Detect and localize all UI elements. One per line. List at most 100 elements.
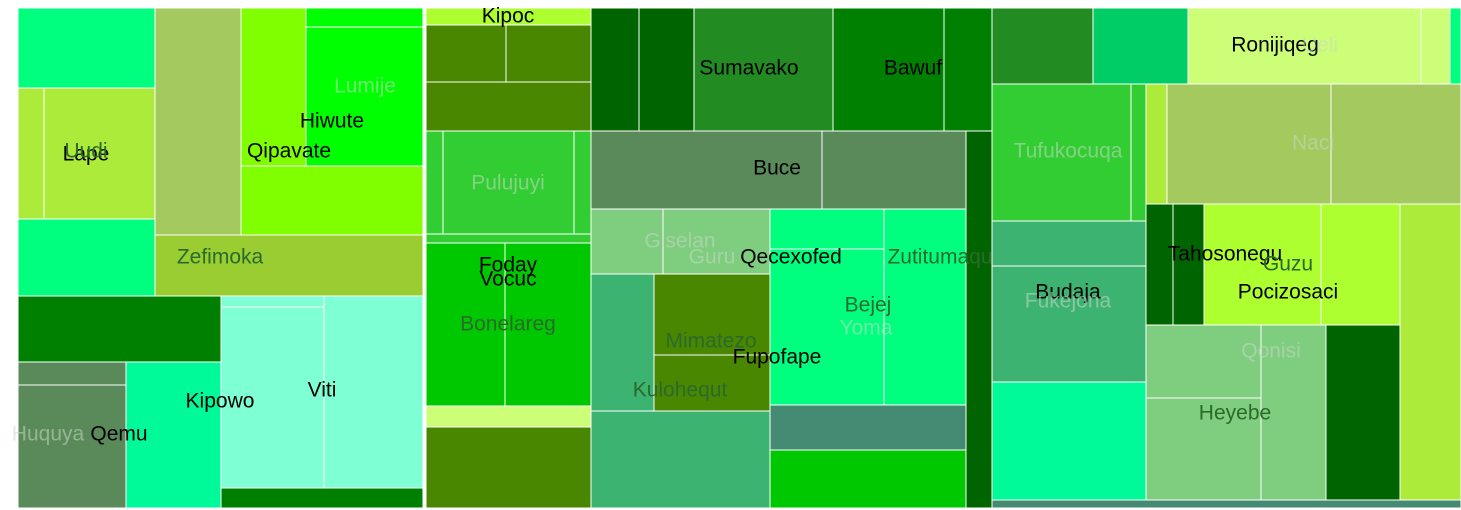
tile-label-pocizosaci: Pocizosaci — [1238, 281, 1338, 304]
treemap-tile — [240, 165, 424, 236]
treemap-tile — [17, 361, 127, 386]
treemap-tile — [590, 130, 823, 210]
tile-label-vocuc: Vocuc — [479, 268, 536, 291]
tile-label-heyebe: Heyebe — [1199, 402, 1271, 425]
treemap-tile — [590, 208, 664, 275]
treemap-tile — [769, 208, 885, 250]
treemap-tile — [991, 499, 1461, 509]
treemap-tile — [1420, 7, 1451, 85]
treemap-tile — [943, 7, 993, 132]
tile-label-lape: Lape — [63, 143, 110, 166]
treemap-tile — [323, 295, 424, 489]
tile-label-huquya: Huquya — [12, 423, 85, 446]
tile-label-budaja: Budaja — [1035, 281, 1101, 304]
tile-label-uudi: Uudi — [64, 140, 107, 163]
treemap-tile — [305, 7, 424, 28]
treemap-tile — [590, 410, 771, 509]
treemap-tile — [17, 7, 156, 89]
tile-label-mimatezo: Mimatezo — [665, 330, 756, 353]
tile-label-sumavako: Sumavako — [699, 57, 798, 80]
treemap-tile — [1320, 203, 1401, 326]
treemap-tile — [1130, 83, 1147, 222]
treemap-tile — [1187, 7, 1422, 85]
tile-label-kipowo: Kipowo — [186, 390, 255, 413]
treemap-tile — [43, 87, 156, 220]
treemap-tile — [154, 7, 242, 236]
treemap-tile — [590, 7, 640, 132]
tile-label-bonelareg: Bonelareg — [460, 313, 556, 336]
treemap-labels: Lape Zefimoka Hiwute Lumije Qipavate Uudi Qemu… — [12, 5, 1338, 446]
treemap-tile — [425, 130, 444, 235]
tile-label-qemu: Qemu — [90, 423, 147, 446]
tile-label-guzu: Guzu — [1263, 253, 1313, 276]
treemap-tile — [769, 248, 885, 406]
treemap-tile — [17, 218, 156, 297]
treemap-tile — [573, 130, 592, 235]
treemap-tile — [991, 381, 1147, 503]
treemap-tile — [425, 233, 592, 244]
treemap-tile — [653, 273, 771, 356]
tile-label-viti: Viti — [308, 379, 337, 402]
tile-label-kipoc: Kipoc — [482, 5, 535, 28]
treemap-tile — [1166, 83, 1332, 205]
treemap-tile — [693, 7, 834, 132]
tile-label-zutitumaqu: Zutitumaqu — [887, 246, 992, 269]
tile-label-buce: Buce — [753, 157, 801, 180]
treemap-tile — [220, 295, 325, 308]
tile-label-bejej: Bejej — [845, 294, 892, 317]
treemap-tile — [425, 405, 592, 428]
treemap-tile — [769, 404, 967, 451]
treemap-tile — [883, 208, 967, 406]
treemap-tile — [425, 81, 592, 132]
tile-label-kulohequt: Kulohequt — [633, 379, 728, 402]
treemap-tile — [1260, 324, 1327, 501]
tile-label-giselan: Giselan — [644, 230, 715, 253]
treemap-tile — [125, 361, 222, 509]
treemap-tile — [1330, 83, 1461, 205]
treemap-tile — [1203, 203, 1322, 326]
treemap-tile — [1145, 83, 1168, 205]
tile-label-ueli: Ueli — [1302, 34, 1338, 57]
treemap-tile — [220, 487, 424, 509]
tile-label-fukejona: Fukejona — [1025, 290, 1112, 313]
tile-label-pulujuyi: Pulujuyi — [471, 172, 545, 195]
treemap-tile — [442, 130, 575, 235]
tile-label-hiwute: Hiwute — [300, 110, 364, 133]
treemap-tile — [1092, 7, 1189, 85]
treemap-tile — [1449, 7, 1461, 85]
tile-label-bawuf: Bawuf — [884, 57, 943, 80]
treemap-tile — [1325, 324, 1401, 501]
tile-label-tufukocuqa: Tufukocuqa — [1014, 140, 1123, 163]
treemap-tile — [17, 384, 127, 509]
tile-label-qonisi: Qonisi — [1241, 340, 1301, 363]
treemap-tile — [638, 7, 695, 132]
treemap-tile — [154, 234, 424, 297]
treemap-tile — [991, 220, 1147, 267]
treemap-tile — [1399, 203, 1461, 501]
treemap-tile — [662, 208, 771, 275]
treemap-tile — [17, 295, 222, 363]
tile-label-tahosonegu: Tahosonegu — [1168, 243, 1282, 266]
tile-label-qipavate: Qipavate — [247, 140, 331, 163]
treemap-tile — [220, 306, 325, 489]
tile-label-guru: Guru — [689, 246, 736, 269]
treemap-tile — [769, 449, 967, 509]
tile-label-fupofape: Fupofape — [733, 346, 822, 369]
tile-label-zefimoka: Zefimoka — [177, 246, 264, 269]
treemap-tile — [425, 426, 592, 509]
tile-label-qecexofed: Qecexofed — [740, 246, 842, 269]
tile-label-foday: Foday — [479, 254, 538, 277]
tile-label-ronijiqeg: Ronijiqeg — [1231, 34, 1319, 57]
treemap-tile — [425, 24, 507, 83]
treemap-tile — [425, 242, 506, 407]
treemap-tiles — [17, 7, 1461, 509]
treemap-tile — [1145, 397, 1262, 501]
tile-label-naci: Naci — [1292, 132, 1334, 155]
treemap-tile — [17, 87, 46, 220]
tile-label-lumije: Lumije — [334, 75, 396, 98]
treemap-tile — [821, 130, 967, 210]
tile-label-yoma: Yoma — [840, 317, 893, 340]
treemap-tile — [965, 130, 993, 509]
treemap-tile — [305, 26, 424, 167]
